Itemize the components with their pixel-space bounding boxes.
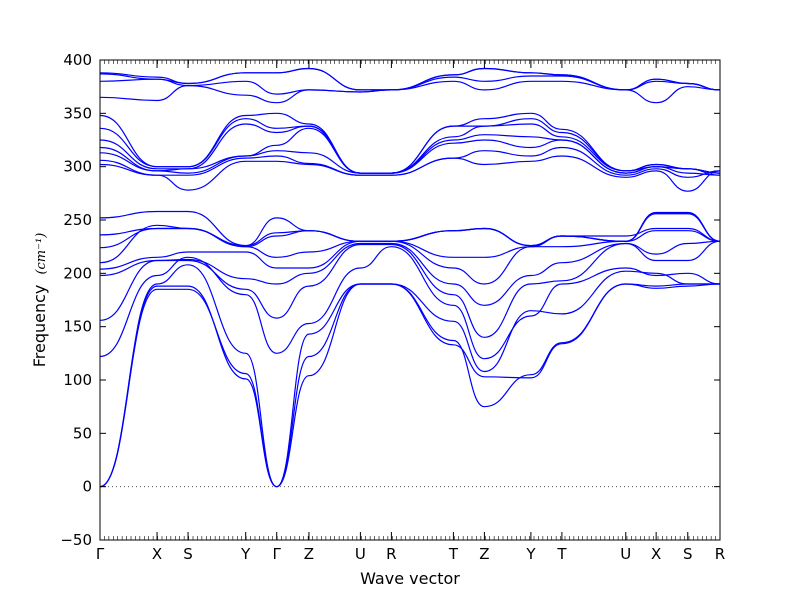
band-4 [100,246,720,360]
x-tick-label: R [715,545,725,563]
y-axis-title-main: Frequency [30,285,49,368]
band-19 [100,80,720,104]
band-14 [100,139,720,176]
x-tick-label: Z [479,545,489,563]
series-layer [100,67,720,488]
band-1 [100,283,720,488]
band-2 [100,283,720,488]
x-tick-label: Y [525,545,536,563]
band-21 [100,67,720,91]
band-15 [100,127,720,176]
band-3 [100,264,720,488]
band-9 [100,212,720,249]
x-tick-label: T [556,545,567,563]
y-tick-label: 250 [63,211,92,229]
x-tick-label: R [386,545,396,563]
x-axis-title: Wave vector [360,569,460,588]
band-6 [100,240,720,306]
y-tick-label: 150 [63,318,92,336]
x-tick-label: Γ [273,545,282,563]
y-tick-label: 100 [63,371,92,389]
y-axis-title: Frequency (cm⁻¹) [30,233,49,368]
y-tick-label: 400 [63,51,92,69]
band-18 [100,112,720,174]
band-7 [100,230,720,285]
x-tick-label: X [152,545,162,563]
x-tick-label: Z [304,545,314,563]
x-tick-label: U [620,545,631,563]
band-20 [100,75,720,95]
x-tick-label: Y [240,545,251,563]
x-tick-label: U [355,545,366,563]
x-tick-label: T [448,545,459,563]
y-axis-title-unit: (cm⁻¹) [34,233,49,275]
y-tick-label: 0 [82,478,92,496]
band-11 [100,210,720,247]
y-tick-label: −50 [60,531,92,549]
minor-ticks [104,60,716,540]
x-tick-label: S [183,545,193,563]
y-tick-label: 350 [63,104,92,122]
plot-frame [99,59,721,541]
x-tick-label: Γ [96,545,105,563]
x-tick-label: S [683,545,693,563]
y-axis: −50 0 50 100 150 200 250 300 350 400 [60,51,720,549]
y-tick-label: 50 [73,424,92,442]
x-tick-label: X [651,545,661,563]
band-13 [100,146,720,178]
y-tick-label: 300 [63,158,92,176]
y-tick-label: 200 [63,264,92,282]
band-22 [100,67,720,91]
